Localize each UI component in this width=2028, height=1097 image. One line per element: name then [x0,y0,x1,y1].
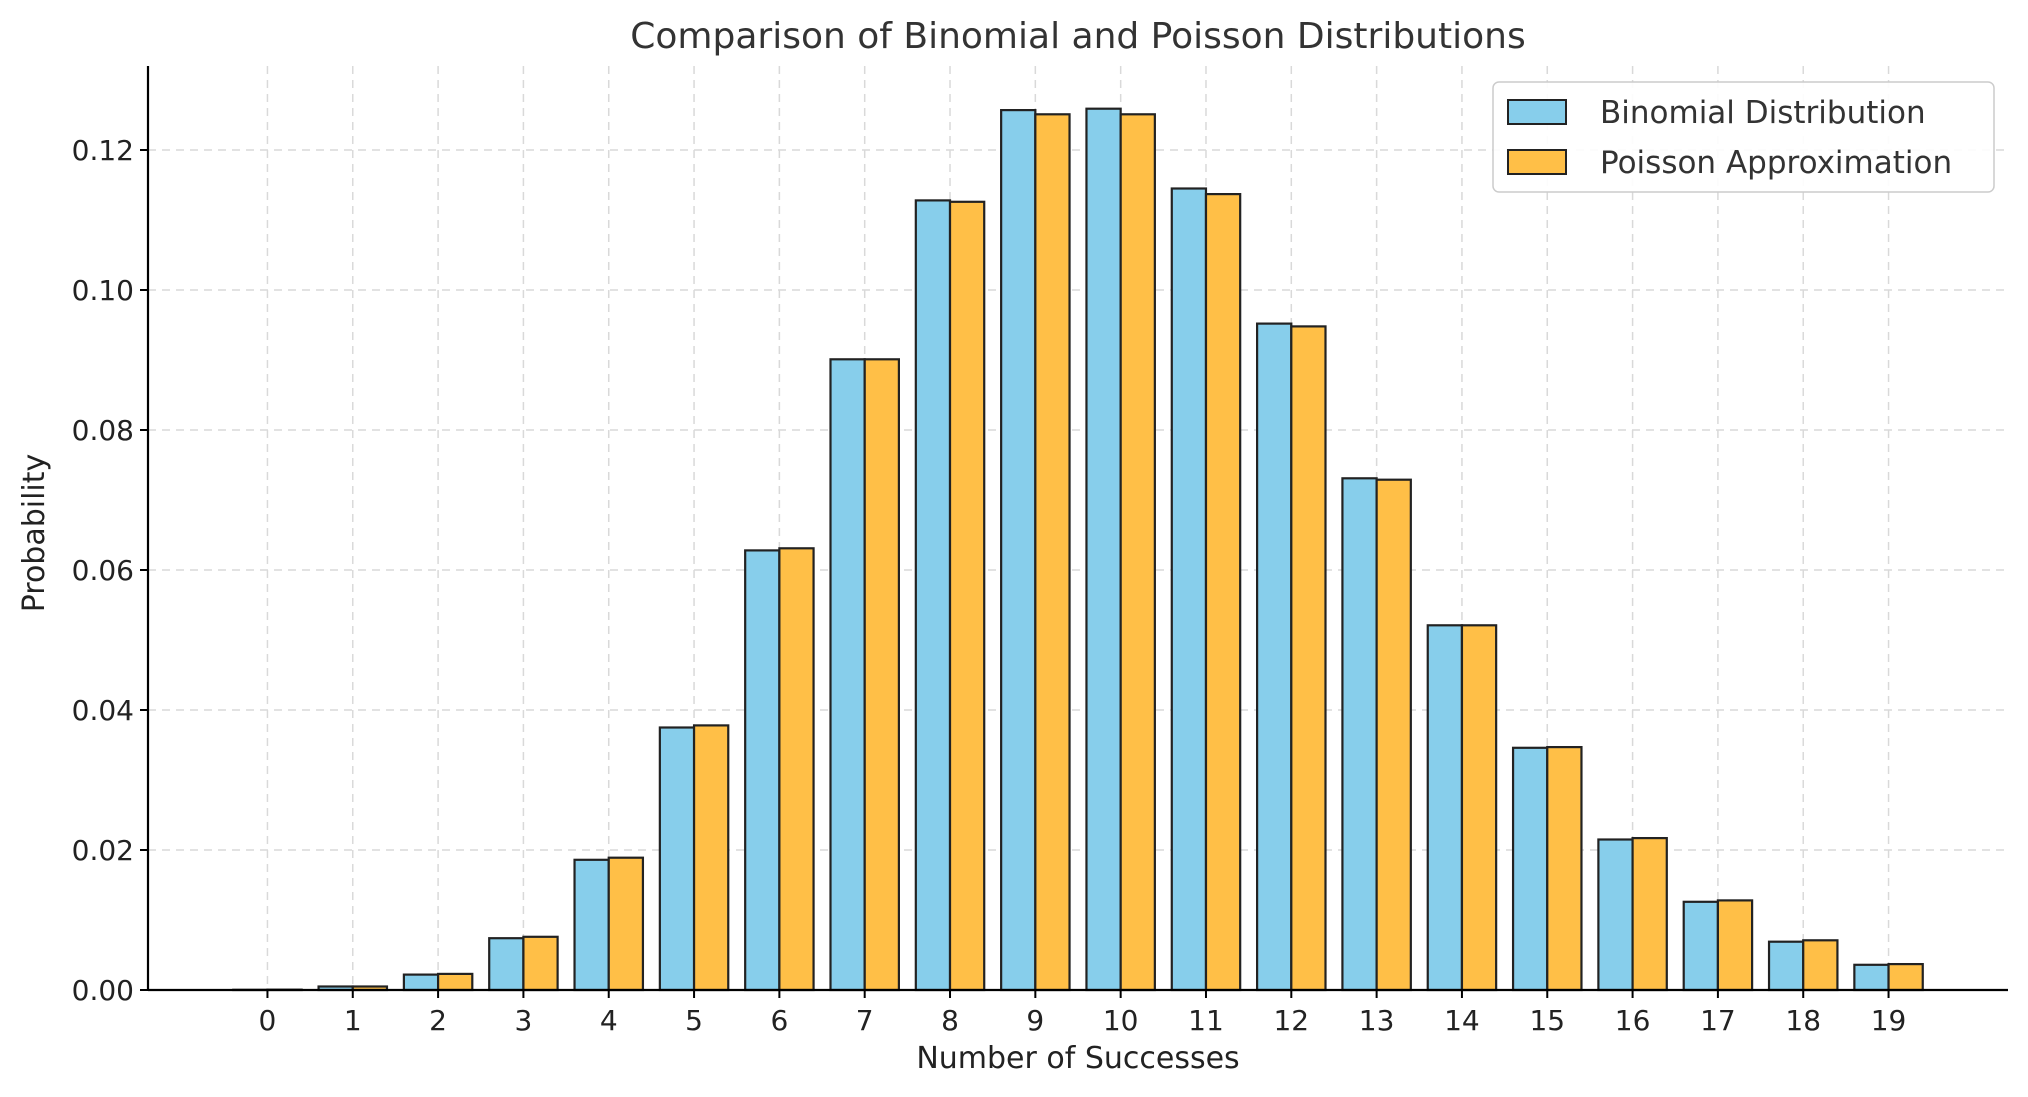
poisson-bar [1802,939,1839,992]
binomial-bar [1256,322,1293,992]
poisson-bar [1716,899,1754,992]
poisson-bar [1204,193,1242,992]
x-tick-label: 6 [770,1004,788,1037]
x-tick-label: 11 [1188,1004,1224,1037]
poisson-bar [1034,113,1071,992]
x-tick-label: 3 [514,1004,532,1037]
x-tick-label: 2 [429,1004,447,1037]
y-ticks: 0.00 0.02 0.04 0.06 0.08 0.10 0.12 [72,134,148,1007]
binomial-bar [402,973,440,992]
poisson-bar [863,358,900,992]
x-tick-label: 8 [941,1004,959,1037]
poisson-bar [948,200,986,992]
poisson-bar [1887,962,1924,992]
binomial-bar [1853,963,1890,992]
x-tick-label: 0 [259,1004,277,1037]
poisson-bar [1460,624,1498,992]
x-tick-label: 10 [1103,1004,1139,1037]
y-tick-label: 0.10 [72,274,134,307]
binomial-bar [744,549,781,992]
binomial-bar [573,858,610,992]
poisson-bar [1375,478,1412,992]
chart-title: Comparison of Binomial and Poisson Distr… [630,16,1525,57]
x-ticks: 0 1 2 3 4 5 6 7 8 9 10 11 12 13 14 15 16 17 18 19 [259,990,1907,1037]
binomial-bar [1597,838,1634,992]
binomial-bar [658,726,696,992]
x-tick-label: 7 [856,1004,874,1037]
y-tick-label: 0.00 [72,974,134,1007]
binomial-bar [1426,624,1464,992]
poisson-bar [692,724,730,992]
binomial-bar [829,358,866,992]
poisson-bar [778,547,815,992]
binomial-bar [1682,900,1720,992]
poisson-bar [607,856,645,992]
y-axis-label: Probability [17,454,52,613]
x-tick-label: 17 [1700,1004,1736,1037]
legend: Binomial Distribution Poisson Approximati… [1492,81,1995,193]
binomial-bar [1170,187,1208,992]
x-tick-label: 5 [685,1004,703,1037]
x-tick-label: 16 [1615,1004,1651,1037]
legend-box [1492,81,1995,193]
y-tick-label: 0.12 [72,134,134,167]
x-tick-label: 14 [1444,1004,1480,1037]
x-tick-label: 15 [1529,1004,1565,1037]
x-tick-label: 18 [1785,1004,1821,1037]
poisson-bar [1631,836,1668,992]
x-axis-label: Number of Successes [916,1041,1239,1076]
binomial-bar [488,937,525,992]
bars [232,107,1924,992]
poisson-bar [1119,113,1156,992]
binomial-bar [1000,108,1037,992]
y-tick-label: 0.02 [72,834,134,867]
poisson-bar [522,935,559,992]
poisson-bar [1546,745,1583,992]
x-tick-label: 13 [1359,1004,1395,1037]
y-tick-label: 0.04 [72,694,134,727]
legend-label: Poisson Approximation [1600,145,1952,181]
x-tick-label: 12 [1273,1004,1309,1037]
x-tick-label: 9 [1026,1004,1044,1037]
y-tick-label: 0.06 [72,554,134,587]
x-tick-label: 4 [600,1004,618,1037]
x-tick-label: 19 [1871,1004,1907,1037]
legend-label: Binomial Distribution [1600,95,1926,131]
binomial-bar [1085,107,1122,992]
legend-swatch [1507,149,1567,175]
binomial-bar [1511,746,1549,992]
grid [148,66,2008,990]
x-tick-label: 1 [344,1004,362,1037]
binomial-bar [1341,477,1378,992]
y-tick-label: 0.08 [72,414,134,447]
binomial-bar [914,199,952,992]
binomial-bar [1767,940,1805,992]
poisson-bar [436,972,474,992]
legend-swatch [1507,99,1567,125]
poisson-bar [1290,325,1327,992]
